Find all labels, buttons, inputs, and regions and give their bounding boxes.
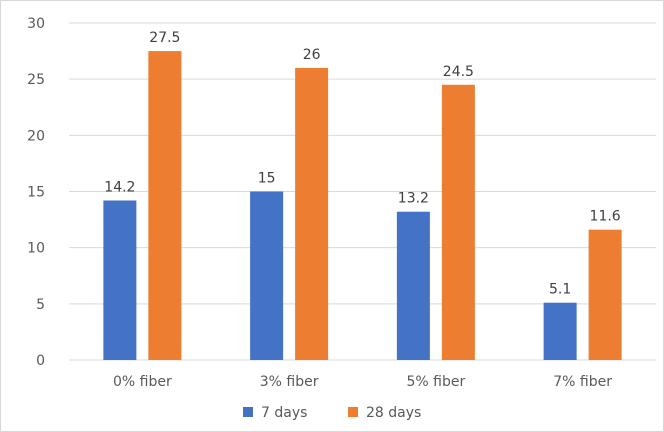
x-tick-label: 0% fiber: [113, 374, 172, 390]
bar-7-days-0: [103, 200, 137, 360]
bar-7-days-1: [250, 191, 284, 360]
data-label: 13.2: [398, 191, 429, 207]
legend-swatch: [348, 407, 358, 417]
y-tick-label: 5: [36, 297, 45, 313]
y-tick-label: 0: [36, 353, 45, 369]
bars: [103, 51, 622, 361]
x-tick-label: 5% fiber: [407, 374, 466, 390]
data-label: 24.5: [443, 64, 474, 80]
bar-28-days-3: [588, 229, 622, 360]
bar-7-days-3: [543, 302, 577, 360]
data-labels: 14.2 27.5 15 26 13.2 24.5 5.1 11.6: [104, 30, 621, 298]
legend: 7 days 28 days: [243, 405, 421, 421]
bar-28-days-0: [148, 51, 182, 360]
y-axis-ticks: 0 5 10 15 20 25 30: [27, 16, 45, 369]
legend-label: 7 days: [261, 405, 307, 421]
data-label: 26: [303, 47, 321, 63]
data-label: 14.2: [104, 179, 135, 195]
y-tick-label: 20: [27, 128, 45, 144]
legend-swatch: [243, 407, 253, 417]
x-tick-label: 7% fiber: [553, 374, 612, 390]
y-tick-label: 15: [27, 185, 45, 201]
data-label: 27.5: [149, 30, 180, 46]
data-label: 5.1: [549, 282, 571, 298]
bar-7-days-2: [396, 211, 430, 360]
y-tick-label: 10: [27, 241, 45, 257]
legend-label: 28 days: [366, 405, 421, 421]
bar-28-days-1: [295, 67, 329, 360]
bar-28-days-2: [441, 84, 475, 361]
data-label: 11.6: [590, 209, 621, 225]
y-tick-label: 25: [27, 72, 45, 88]
data-label: 15: [258, 171, 276, 187]
y-tick-label: 30: [27, 16, 45, 32]
x-axis-ticks: 0% fiber 3% fiber 5% fiber 7% fiber: [113, 374, 612, 390]
x-tick-label: 3% fiber: [260, 374, 319, 390]
